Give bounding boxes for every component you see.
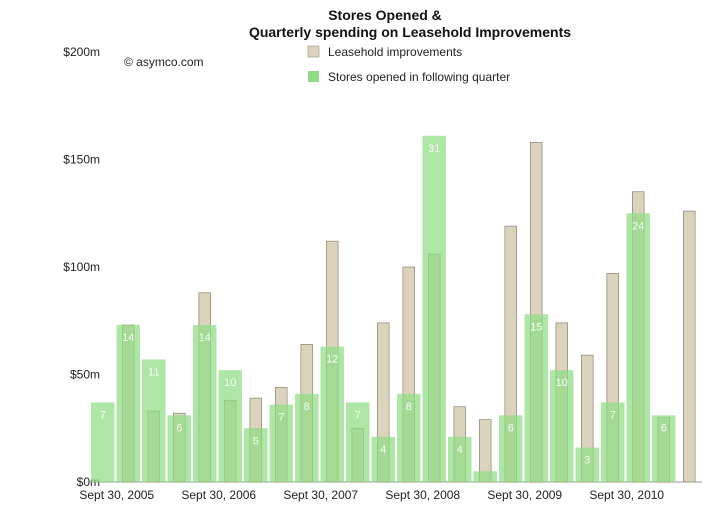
legend-swatch-leasehold: [307, 45, 320, 58]
stores-data-label: 7: [100, 409, 106, 421]
stores-data-label: 3: [584, 455, 590, 467]
x-tick-label: Sept 30, 2009: [487, 488, 562, 502]
y-axis: $0m$50m$100m$150m$200m: [63, 45, 702, 489]
stores-bar: [346, 402, 370, 482]
stores-data-labels: 7 14 11 6 14 10 5 7 8 12 7 4 8 31 4 6 15 10 3 7 24 6: [100, 143, 667, 467]
chart-title-line-2: Quarterly spending on Leasehold Improvem…: [249, 24, 571, 40]
y-tick-label: $100m: [63, 260, 100, 274]
credit-text: © asymco.com: [124, 55, 204, 69]
stores-bar: [550, 370, 574, 482]
y-tick-label: $150m: [63, 153, 100, 167]
stores-data-label: 7: [610, 409, 616, 421]
chart-title: Stores Opened & Quarterly spending on Le…: [249, 7, 571, 40]
stores-bar: [448, 436, 472, 482]
legend-label-stores: Stores opened in following quarter: [328, 70, 510, 84]
stores-data-label: 10: [556, 377, 568, 389]
stores-bar: [269, 404, 293, 482]
stores-data-label: 7: [355, 409, 361, 421]
stores-bars: [91, 135, 676, 482]
stores-data-label: 12: [326, 354, 338, 366]
stores-bar: [91, 402, 115, 482]
stores-bar: [575, 447, 599, 482]
x-tick-label: Sept 30, 2005: [79, 488, 154, 502]
stores-bar: [524, 314, 548, 482]
x-tick-label: Sept 30, 2006: [181, 488, 256, 502]
stores-data-label: 14: [122, 332, 134, 344]
stores-data-label: 6: [176, 422, 182, 434]
y-tick-label: $50m: [70, 368, 100, 382]
leasehold-bar: [683, 210, 696, 483]
legend-label-leasehold: Leasehold improvements: [328, 45, 462, 59]
x-tick-label: Sept 30, 2007: [283, 488, 358, 502]
stores-data-label: 7: [278, 412, 284, 424]
stores-data-label: 8: [304, 401, 310, 413]
stores-bar: [397, 393, 421, 482]
stores-bar: [473, 471, 497, 482]
legend-swatch-stores: [308, 71, 319, 82]
stores-data-label: 4: [457, 444, 463, 456]
stores-data-label: 4: [380, 444, 386, 456]
stores-bar: [142, 359, 166, 482]
x-tick-label: Sept 30, 2008: [385, 488, 460, 502]
stores-data-label: 24: [632, 220, 644, 232]
stores-bar: [244, 428, 268, 482]
stores-bar: [626, 213, 650, 482]
stores-bar: [422, 135, 446, 482]
stores-bar: [320, 346, 344, 482]
stores-data-label: 5: [253, 435, 259, 447]
stores-data-label: 15: [530, 321, 542, 333]
stores-bar: [652, 415, 676, 482]
stores-bar: [601, 402, 625, 482]
stores-bar: [116, 325, 140, 482]
stores-data-label: 31: [428, 143, 440, 155]
stores-data-label: 10: [224, 377, 236, 389]
legend: Leasehold improvements Stores opened in …: [307, 45, 510, 84]
stores-bar: [218, 370, 242, 482]
stores-data-label: 6: [508, 422, 514, 434]
stores-bar: [295, 393, 319, 482]
y-tick-label: $200m: [63, 45, 100, 59]
chart-title-line-1: Stores Opened &: [328, 7, 442, 23]
stores-data-label: 8: [406, 401, 412, 413]
stores-bar: [167, 415, 191, 482]
stores-bar: [371, 436, 395, 482]
stores-bar: [193, 325, 217, 482]
stores-data-label: 11: [148, 366, 159, 378]
stores-bar: [499, 415, 523, 482]
x-axis: Sept 30, 2005 Sept 30, 2006 Sept 30, 2007 S…: [79, 488, 664, 502]
stores-data-label: 14: [199, 332, 211, 344]
stores-data-label: 6: [661, 422, 667, 434]
x-tick-label: Sept 30, 2010: [589, 488, 664, 502]
